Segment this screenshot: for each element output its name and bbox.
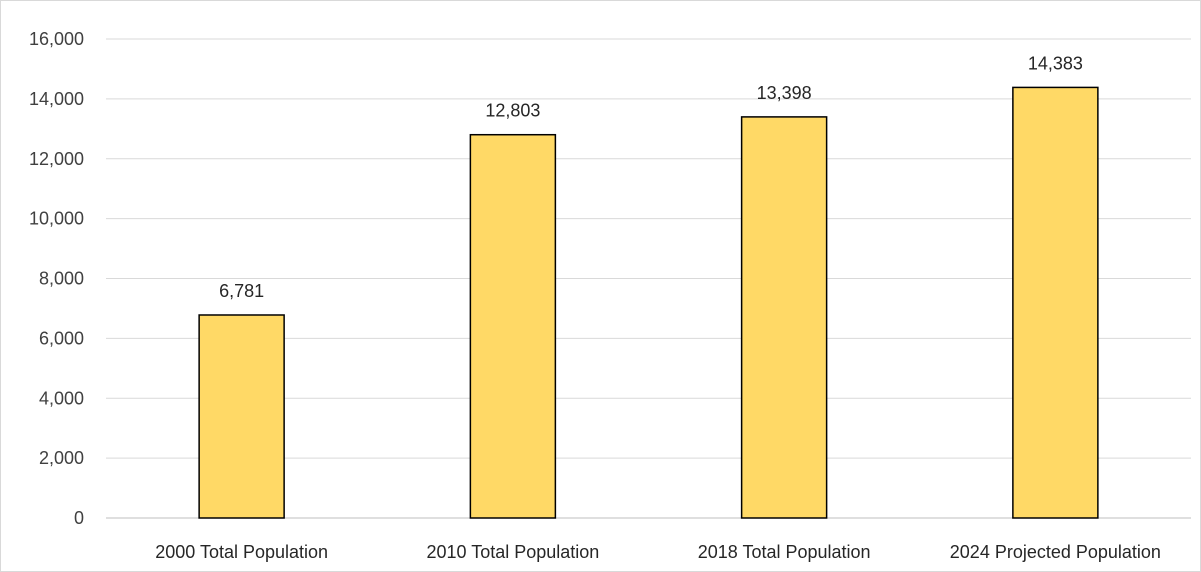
category-label: 2018 Total Population [698, 542, 871, 562]
y-tick-label: 4,000 [39, 388, 84, 408]
bar [469, 133, 557, 519]
bar [1012, 86, 1099, 519]
bars [198, 86, 1099, 519]
bar [198, 314, 285, 519]
y-tick-label: 10,000 [29, 209, 84, 229]
category-label: 2000 Total Population [155, 542, 328, 562]
y-tick-label: 14,000 [29, 89, 84, 109]
y-tick-label: 8,000 [39, 269, 84, 289]
data-labels: 6,781 12,803 13,398 14,383 [219, 53, 1083, 301]
bar-data-label: 14,383 [1028, 53, 1083, 73]
y-tick-label: 16,000 [29, 29, 84, 49]
y-tick-label: 0 [74, 508, 84, 528]
bar-data-label: 12,803 [485, 101, 540, 121]
y-axis-tick-labels: 0 2,000 4,000 6,000 8,000 10,000 12,000 14,000 1… [29, 29, 84, 528]
bar [740, 116, 828, 519]
bar-data-label: 6,781 [219, 281, 264, 301]
category-label: 2010 Total Population [426, 542, 599, 562]
x-axis-category-labels: 2000 Total Population 2010 Total Populati… [155, 542, 1161, 562]
y-tick-label: 2,000 [39, 448, 84, 468]
y-tick-label: 12,000 [29, 149, 84, 169]
category-label: 2024 Projected Population [950, 542, 1161, 562]
y-tick-label: 6,000 [39, 328, 84, 348]
bar-data-label: 13,398 [757, 83, 812, 103]
gridlines [106, 38, 1191, 519]
